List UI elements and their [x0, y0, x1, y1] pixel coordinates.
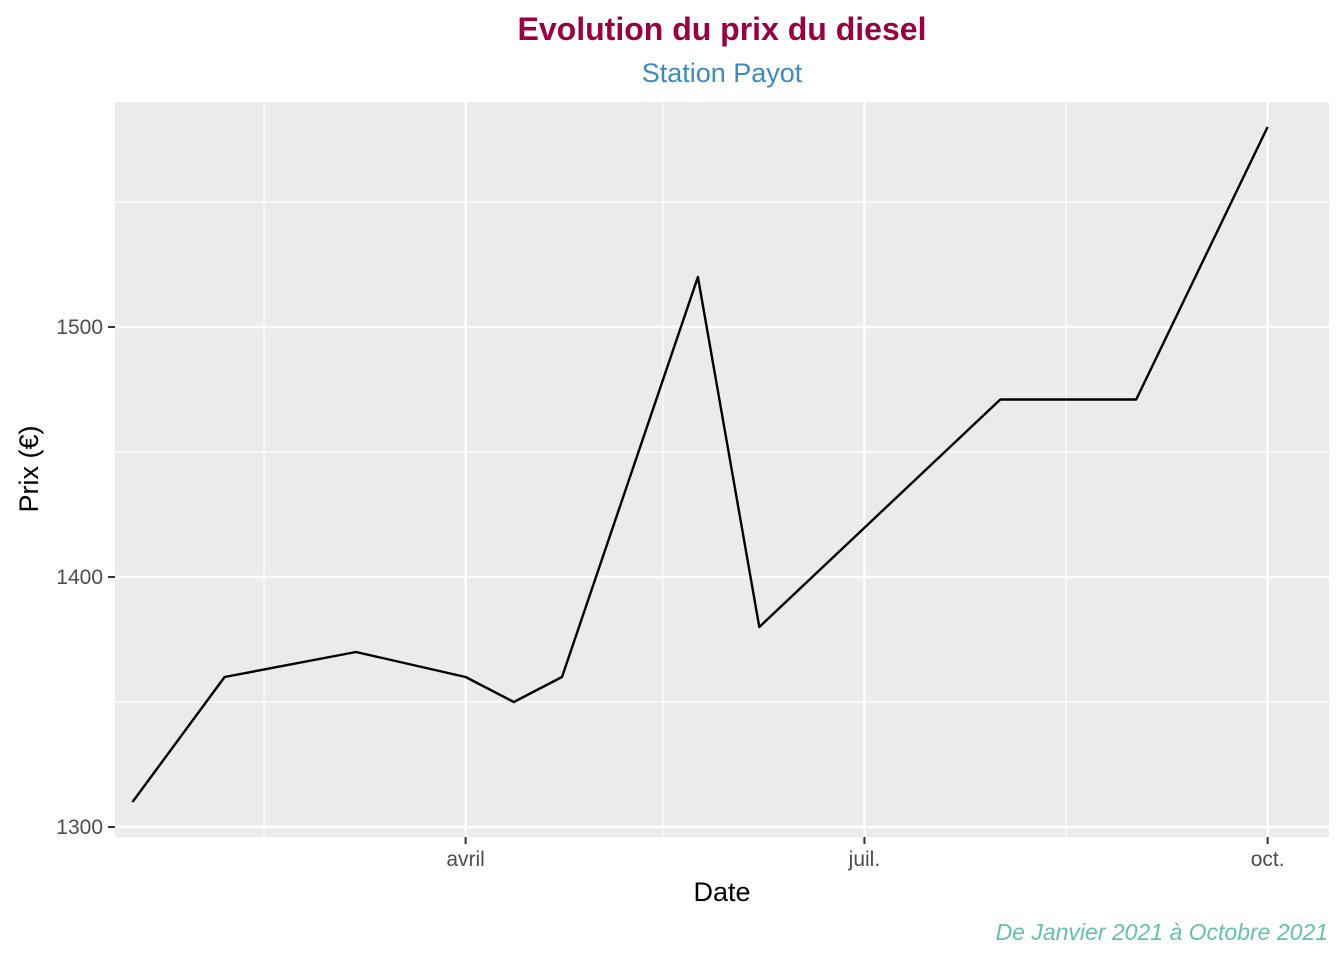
x-tick-label: oct.: [1251, 848, 1285, 871]
y-tick-label: 1400: [56, 566, 103, 589]
y-axis-tick-labels: 1300 1400 1500: [56, 316, 103, 839]
chart-subtitle: Station Payot: [642, 58, 803, 88]
series-layer: [131, 126, 1269, 803]
series-line: [131, 126, 1269, 803]
plot-panel: [115, 102, 1329, 837]
x-tick-label: juil.: [848, 848, 881, 871]
x-axis-title: Date: [693, 877, 750, 907]
chart-caption: De Janvier 2021 à Octobre 2021: [996, 919, 1328, 945]
x-tick-label: avril: [446, 848, 485, 871]
minor-gridlines: [115, 102, 1329, 837]
y-axis-title: Prix (€): [14, 426, 44, 513]
y-tick-label: 1500: [56, 316, 103, 339]
chart-title: Evolution du prix du diesel: [518, 11, 927, 47]
x-axis-tick-labels: avril juil. oct.: [446, 848, 1284, 871]
major-gridlines: [115, 102, 1329, 837]
y-tick-label: 1300: [56, 816, 103, 839]
axis-ticks: [108, 326, 1269, 844]
